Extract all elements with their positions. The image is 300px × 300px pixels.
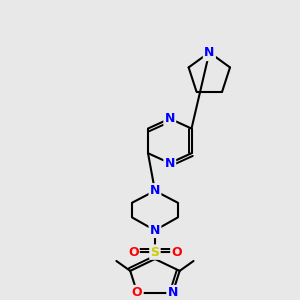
Text: O: O [132,286,142,299]
Text: N: N [204,47,214,60]
Text: S: S [150,246,159,259]
Text: O: O [171,246,182,259]
Text: N: N [204,46,214,59]
Text: N: N [150,184,160,197]
Text: N: N [165,112,175,125]
Text: O: O [128,246,139,259]
Text: N: N [150,224,160,237]
Text: N: N [165,157,175,169]
Text: N: N [168,286,178,299]
